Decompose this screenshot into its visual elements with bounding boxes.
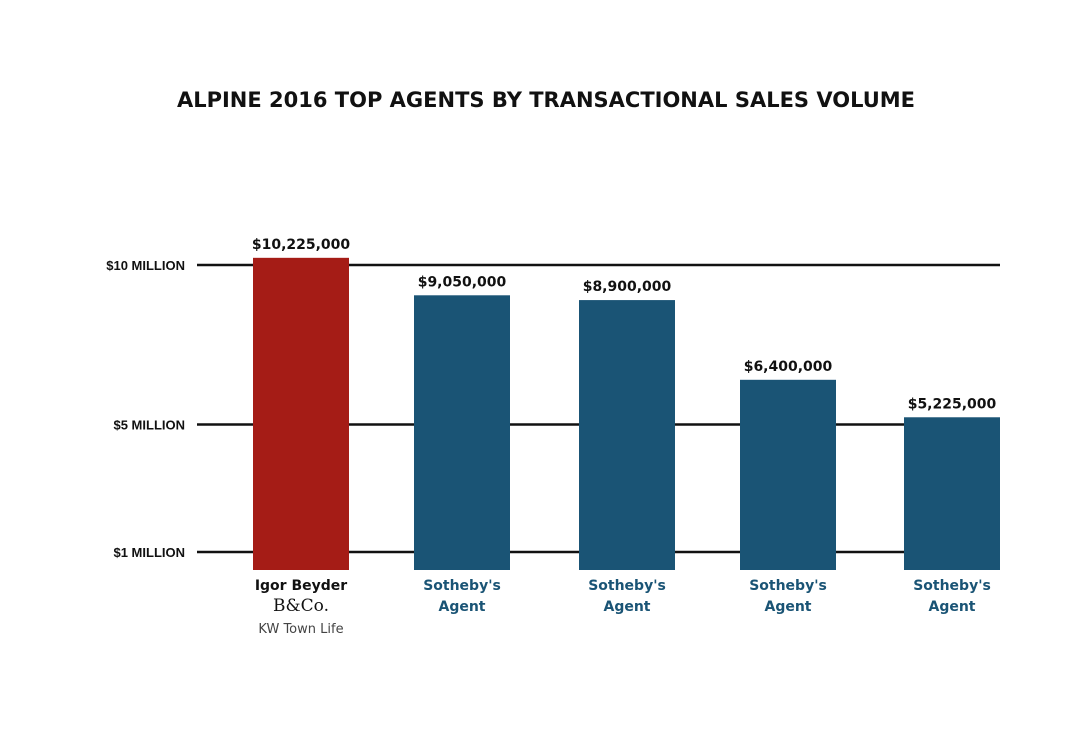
- data-label-0: $10,225,000: [252, 237, 351, 253]
- category-label: Sotheby's: [913, 578, 991, 594]
- bar-2: [579, 300, 675, 570]
- category-label: Agent: [928, 599, 975, 615]
- category-label: Sotheby's: [588, 578, 666, 594]
- y-axis-tick-labels: $1 MILLION $5 MILLION $10 MILLION: [106, 258, 185, 560]
- data-label-2: $8,900,000: [583, 279, 672, 295]
- bar-4: [904, 417, 1000, 570]
- y-tick-label: $1 MILLION: [113, 545, 185, 560]
- category-label: Sotheby's: [749, 578, 827, 594]
- bar-3: [740, 379, 836, 570]
- bars: [253, 257, 1000, 570]
- category-label: Sotheby's: [423, 578, 501, 594]
- category-label: Agent: [438, 599, 485, 615]
- chart-title: ALPINE 2016 TOP AGENTS BY TRANSACTIONAL …: [177, 88, 915, 112]
- y-tick-label: $5 MILLION: [113, 417, 185, 432]
- brokerage-label: KW Town Life: [258, 622, 343, 637]
- company-logo-text: B&Co.: [273, 596, 329, 616]
- category-label: Agent: [603, 599, 650, 615]
- data-label-3: $6,400,000: [744, 359, 833, 375]
- category-label: Igor Beyder: [255, 578, 347, 594]
- bar-0: [253, 257, 349, 570]
- category-labels: Igor Beyder B&Co. KW Town Life Sotheby's Age…: [255, 578, 991, 637]
- data-label-1: $9,050,000: [418, 274, 507, 290]
- category-label: Agent: [764, 599, 811, 615]
- data-labels: $10,225,000 $9,050,000 $8,900,000 $6,400,00…: [252, 237, 997, 412]
- data-label-4: $5,225,000: [908, 396, 997, 412]
- bar-1: [414, 295, 510, 570]
- y-tick-label: $10 MILLION: [106, 258, 185, 273]
